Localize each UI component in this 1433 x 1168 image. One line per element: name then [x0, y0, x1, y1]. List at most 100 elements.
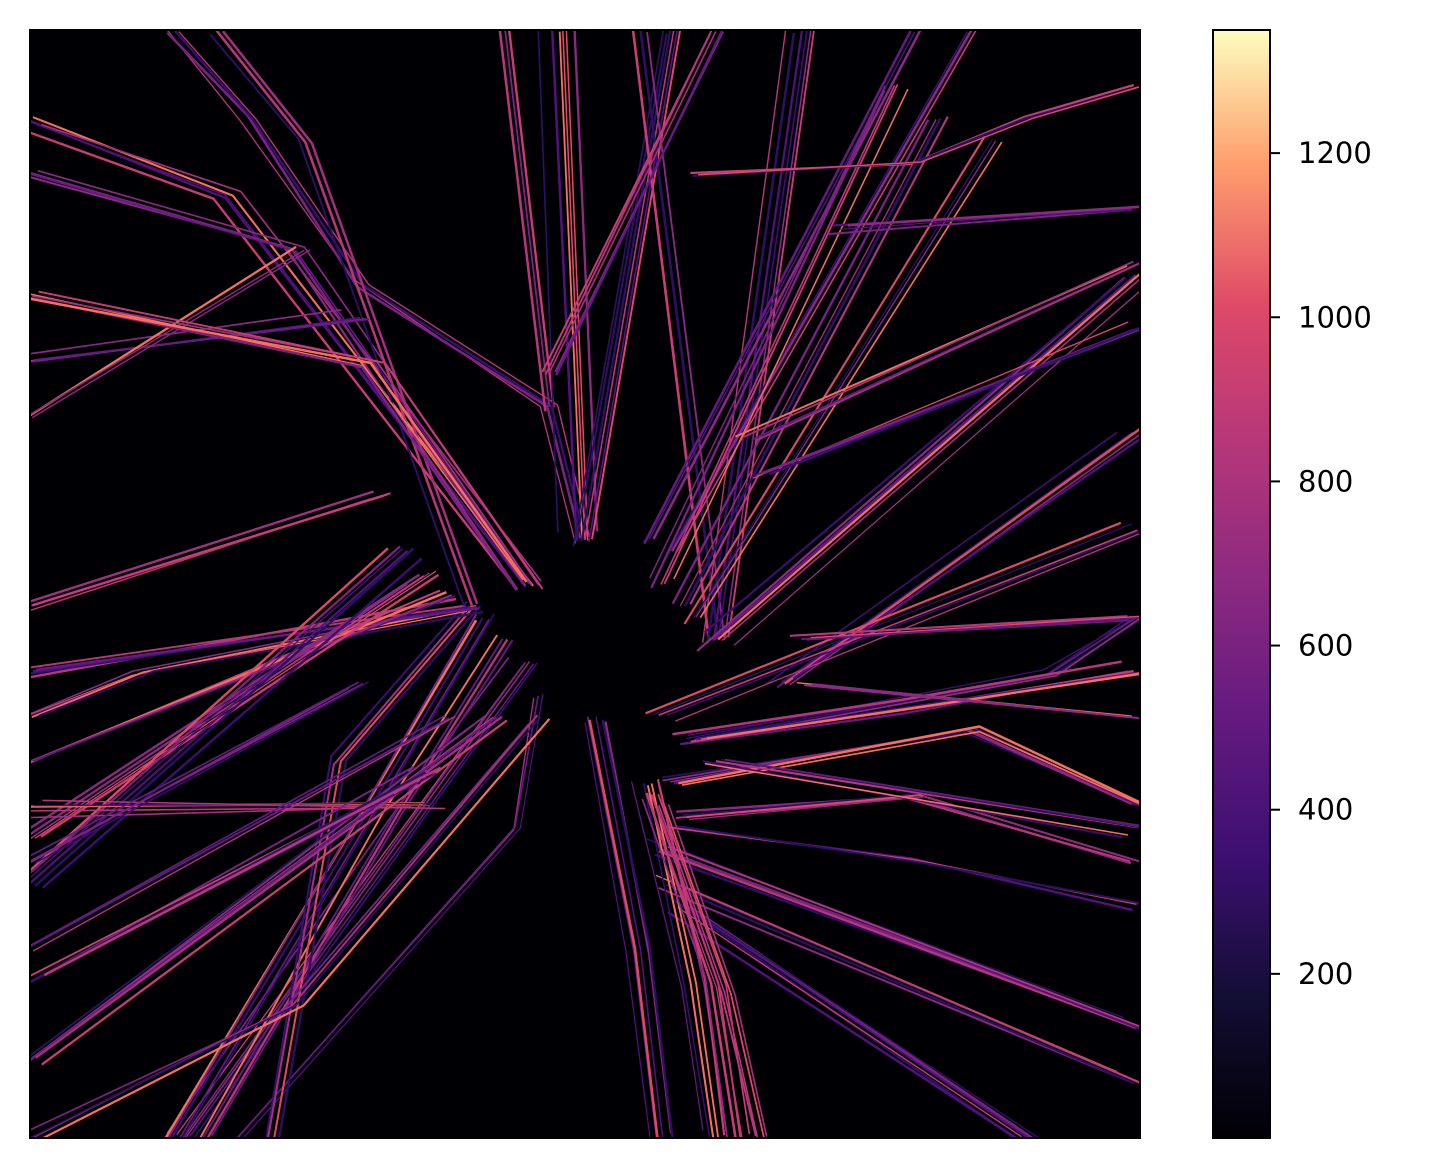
ridge-line	[631, 30, 711, 641]
ridge-line	[40, 573, 440, 838]
ridge-line	[670, 30, 973, 552]
colorbar-tick-label: 200	[1298, 957, 1353, 991]
ridge-line	[667, 911, 1017, 1138]
ridge-line	[38, 610, 484, 717]
ridge-line	[686, 618, 1134, 740]
ridge-line	[277, 604, 482, 1138]
ridge-line	[504, 30, 551, 407]
ridge-line	[558, 31, 583, 540]
ridge-line	[35, 607, 480, 671]
ridge-line	[30, 297, 528, 583]
ridge-line	[34, 570, 437, 839]
ridge-line	[673, 88, 909, 580]
ridge-line	[32, 715, 456, 952]
ridge-line	[30, 716, 542, 1138]
ridge-line	[630, 781, 704, 1131]
ridge-line	[653, 523, 1132, 716]
ridge-line	[210, 639, 514, 1137]
ridge-line	[30, 548, 404, 879]
ridge-line	[768, 326, 1140, 476]
ridge-line	[667, 804, 768, 1137]
ridge-line	[811, 682, 1140, 720]
ridge-line	[30, 308, 342, 355]
ridge-line	[639, 30, 720, 640]
ridge-line	[202, 638, 504, 1138]
ridge-line	[643, 30, 912, 545]
ridge-line	[675, 532, 1140, 722]
ridge-line	[30, 723, 474, 1057]
ridge-line	[584, 30, 675, 540]
ridge-line	[683, 135, 986, 625]
ridge-line	[704, 762, 1129, 836]
ridge-line	[222, 30, 479, 605]
ridge-line	[33, 492, 391, 606]
ridge-line	[30, 681, 359, 857]
ridge-line	[548, 31, 717, 373]
ridge-line	[544, 30, 713, 376]
ridge-line	[41, 557, 423, 889]
ridge-line	[30, 490, 374, 603]
ridge-line	[721, 278, 1140, 642]
colorbar-tick-label: 400	[1298, 793, 1353, 827]
ridge-line	[667, 31, 969, 555]
ridge-line	[666, 530, 1140, 716]
colorbar-tick-label: 1000	[1298, 300, 1372, 334]
ridge-line	[743, 260, 1134, 438]
plot-background	[30, 30, 1140, 1138]
ridge-line	[656, 807, 757, 1137]
ridge-line	[562, 30, 586, 540]
ridge-line	[663, 806, 765, 1138]
ridge-line	[784, 427, 1140, 685]
ridge-line	[646, 785, 715, 1138]
ridge-line	[645, 521, 1122, 715]
ridge-line	[701, 30, 787, 643]
ridge-line	[717, 272, 1140, 641]
ridge-line	[30, 716, 497, 1062]
ridge-line	[30, 715, 446, 947]
ridge-line	[679, 119, 937, 607]
ridge-line	[35, 681, 369, 864]
ridge-line	[41, 123, 542, 582]
heatmap-ridges	[30, 30, 1140, 1138]
ridge-line	[30, 249, 305, 416]
ridge-line	[847, 205, 1140, 227]
ridge-line	[30, 683, 364, 862]
ridge-line	[666, 883, 1135, 1085]
ridge-line	[689, 116, 949, 605]
ridge-line	[184, 661, 531, 1138]
colorbar-ticks: 200 400 600 800 1000 1200	[1270, 136, 1372, 991]
ridge-line	[178, 31, 591, 538]
ridge-line	[658, 529, 1138, 716]
ridge-line	[671, 119, 930, 605]
ridge-line	[273, 605, 475, 1138]
ridge-line	[677, 825, 1140, 905]
ridge-line	[30, 545, 401, 875]
ridge-line	[684, 904, 1030, 1138]
ridge-line	[693, 910, 1040, 1138]
ridge-line	[30, 717, 450, 948]
ridge-line	[650, 90, 886, 589]
ridge-line	[663, 84, 899, 585]
ridge-line	[658, 850, 1137, 1029]
ridge-line	[698, 85, 1140, 176]
ridge-line	[723, 30, 812, 640]
ridge-line	[537, 30, 559, 533]
ridge-line	[789, 615, 1128, 637]
ridge-line	[658, 805, 759, 1138]
ridge-line	[584, 722, 651, 1138]
ridge-line	[701, 617, 1140, 741]
ridge-line	[40, 718, 551, 1138]
ridge-line	[706, 672, 1140, 740]
ridge-line	[243, 694, 544, 1138]
ridge-line	[712, 30, 804, 641]
ridge-line	[806, 615, 1140, 641]
ridge-line	[717, 30, 808, 640]
ridge-line	[810, 615, 1140, 639]
colorbar	[1212, 29, 1271, 1139]
ridge-line	[591, 30, 682, 540]
ridge-line	[38, 290, 544, 590]
ridge-line	[660, 85, 896, 585]
ridge-line	[601, 719, 674, 1138]
ridge-line	[507, 30, 555, 408]
